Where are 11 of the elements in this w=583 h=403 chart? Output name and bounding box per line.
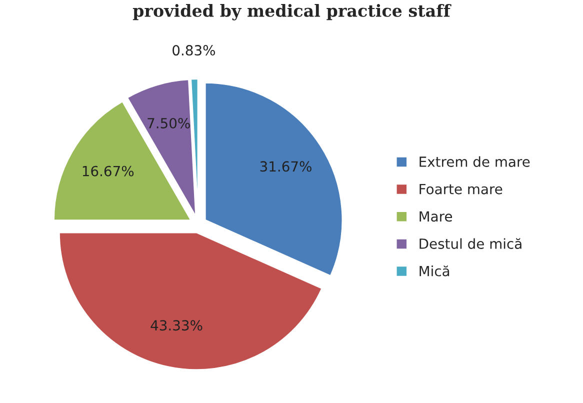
legend-label: Mare (420, 211, 452, 222)
legend-label: Extrem de mare (420, 156, 530, 167)
data-label: 31.67% (260, 161, 312, 172)
legend-label: Destul de mică (420, 238, 522, 249)
legend-label: Mică (420, 265, 450, 276)
data-label: 43.33% (150, 320, 202, 331)
data-label: 7.50% (148, 118, 190, 128)
legend-label: Foarte mare (420, 184, 502, 194)
chart-title: provided by medical practice staff (132, 4, 452, 20)
data-label: 16.67% (82, 166, 134, 176)
data-label: 0.83% (172, 45, 216, 56)
